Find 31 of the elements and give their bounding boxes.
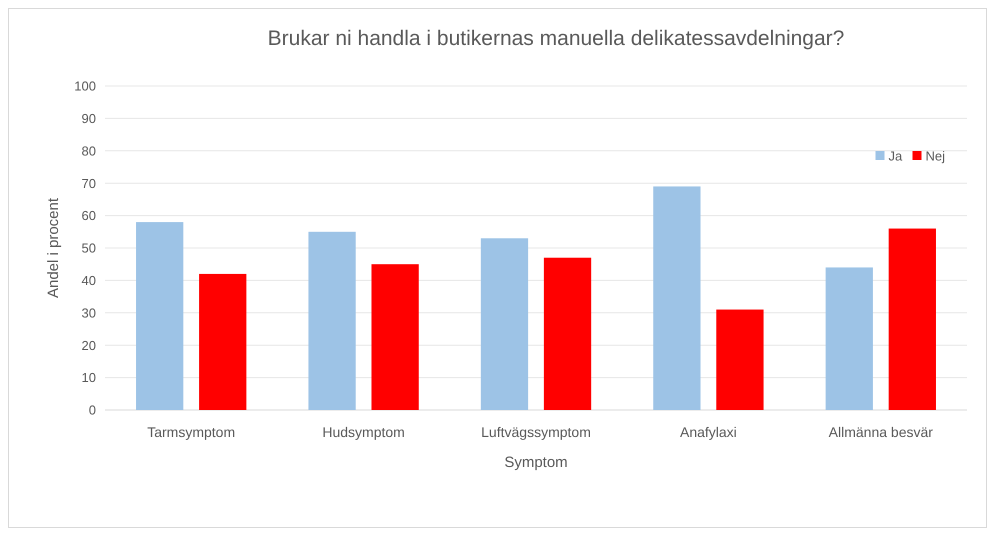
bar: [544, 258, 592, 410]
legend-label: Ja: [888, 148, 903, 164]
bar: [371, 264, 419, 410]
x-tick-label: Allmänna besvär: [828, 424, 934, 440]
bar: [308, 232, 356, 410]
y-tick-label: 60: [82, 208, 96, 224]
bar: [716, 310, 764, 410]
x-tick-label: Anafylaxi: [680, 424, 737, 440]
bar: [199, 274, 246, 410]
chart-title: Brukar ni handla i butikernas manuella delikatessavdelningar?: [268, 27, 844, 50]
y-tick-label: 40: [82, 272, 96, 288]
y-tick-label: 0: [88, 402, 96, 418]
legend-label: Nej: [926, 148, 946, 164]
y-tick-label: 70: [82, 176, 96, 191]
y-tick-label: 10: [82, 370, 96, 386]
y-tick-label: 20: [82, 338, 96, 353]
x-tick-label: Tarmsymptom: [147, 424, 236, 440]
y-tick-label: 80: [82, 143, 96, 158]
y-tick-label: 90: [82, 110, 96, 126]
x-axis-title: Symptom: [504, 454, 568, 471]
bar: [826, 267, 873, 410]
y-tick-label: 30: [82, 305, 96, 320]
y-tick-label: 50: [82, 240, 96, 256]
bar: [888, 228, 936, 410]
y-axis-title: Andel i procent: [45, 197, 62, 298]
bar: [136, 222, 184, 410]
x-tick-label: Luftvägssymptom: [481, 424, 591, 440]
y-tick-label: 100: [74, 78, 96, 94]
x-tick-label: Hudsymptom: [322, 424, 405, 440]
bar: [480, 238, 528, 410]
bar: [653, 186, 701, 410]
